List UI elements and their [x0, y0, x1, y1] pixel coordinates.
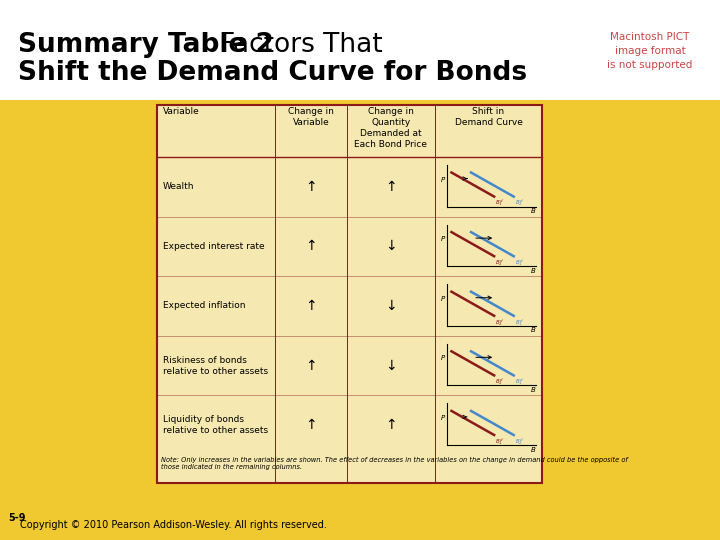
Text: ↑: ↑ — [305, 239, 317, 253]
Text: $B_1^d$: $B_1^d$ — [515, 376, 523, 387]
Text: ↑: ↑ — [305, 359, 317, 373]
Text: Summary Table 2: Summary Table 2 — [18, 32, 274, 58]
Text: 5-9: 5-9 — [8, 513, 25, 523]
Text: ↓: ↓ — [385, 359, 397, 373]
Text: Expected inflation: Expected inflation — [163, 301, 246, 310]
Text: P: P — [441, 177, 446, 183]
Text: Note: Only increases in the variables are shown. The effect of decreases in the : Note: Only increases in the variables ar… — [161, 457, 628, 470]
Text: $B_2^d$: $B_2^d$ — [495, 317, 504, 328]
Text: ↑: ↑ — [385, 418, 397, 432]
Text: B: B — [531, 387, 536, 393]
Text: Shift in
Demand Curve: Shift in Demand Curve — [454, 107, 523, 127]
Bar — [0, 0, 720, 100]
Text: P: P — [441, 236, 446, 242]
Text: Change in
Variable: Change in Variable — [288, 107, 334, 127]
Text: Liquidity of bonds
relative to other assets: Liquidity of bonds relative to other ass… — [163, 415, 268, 435]
Text: ↓: ↓ — [385, 239, 397, 253]
Text: Wealth: Wealth — [163, 183, 194, 191]
Text: ↑: ↑ — [305, 418, 317, 432]
Text: $B_2^d$: $B_2^d$ — [495, 257, 504, 268]
Text: P: P — [441, 355, 446, 361]
Text: B: B — [531, 447, 536, 453]
Text: $B_2^d$: $B_2^d$ — [515, 198, 523, 208]
Text: P: P — [441, 296, 446, 302]
Text: $B_1^d$: $B_1^d$ — [515, 317, 523, 328]
Text: Variable: Variable — [163, 107, 199, 116]
Text: Factors That: Factors That — [220, 32, 382, 58]
Bar — [157, 105, 542, 483]
Text: B: B — [531, 208, 536, 214]
Text: $B_2^d$: $B_2^d$ — [495, 376, 504, 387]
Text: Copyright © 2010 Pearson Addison-Wesley. All rights reserved.: Copyright © 2010 Pearson Addison-Wesley.… — [20, 520, 327, 530]
Text: $B_1^d$: $B_1^d$ — [495, 198, 504, 208]
Text: ↑: ↑ — [305, 180, 317, 194]
Text: Macintosh PICT
image format
is not supported: Macintosh PICT image format is not suppo… — [607, 32, 693, 70]
Text: ↑: ↑ — [305, 299, 317, 313]
Text: Shift the Demand Curve for Bonds: Shift the Demand Curve for Bonds — [18, 60, 527, 86]
Text: B: B — [531, 327, 536, 333]
Text: $B_2^d$: $B_2^d$ — [515, 436, 523, 447]
Text: $B_1^d$: $B_1^d$ — [515, 257, 523, 268]
Text: P: P — [441, 415, 446, 421]
Text: Change in
Quantity
Demanded at
Each Bond Price: Change in Quantity Demanded at Each Bond… — [354, 107, 428, 149]
Text: ↑: ↑ — [385, 180, 397, 194]
Text: B: B — [531, 268, 536, 274]
Text: Riskiness of bonds
relative to other assets: Riskiness of bonds relative to other ass… — [163, 355, 268, 376]
Text: $B_1^d$: $B_1^d$ — [495, 436, 504, 447]
Text: ↓: ↓ — [385, 299, 397, 313]
Text: Expected interest rate: Expected interest rate — [163, 242, 265, 251]
